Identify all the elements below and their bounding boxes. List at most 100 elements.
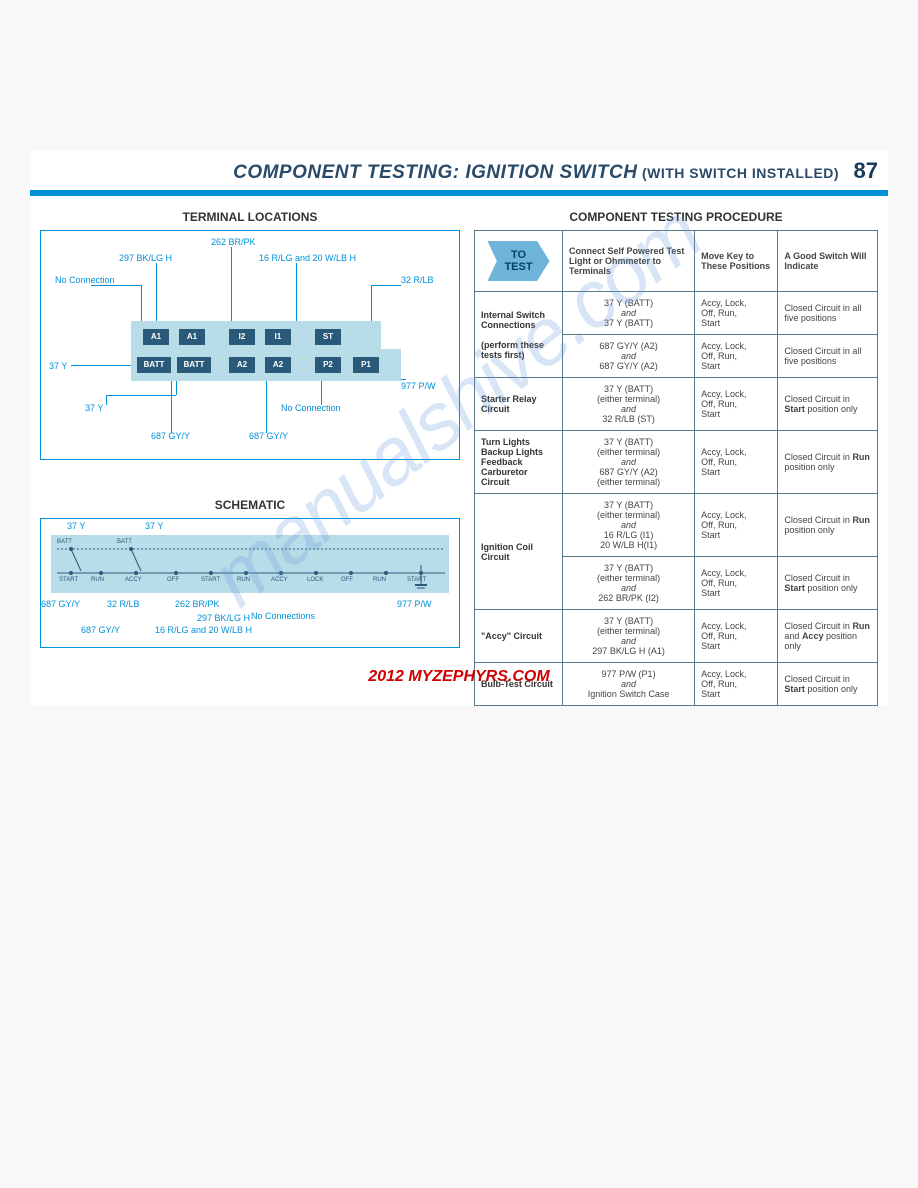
leader-line (371, 285, 372, 325)
leader-line (231, 247, 232, 325)
terminal-a2b: A2 (265, 357, 291, 373)
terminals-cell: 37 Y (BATT)(either terminal)and262 BR/PK… (563, 557, 695, 610)
connector-notch (381, 349, 401, 381)
test-name-cell: Turn Lights Backup Lights Feedback Carbu… (475, 431, 563, 494)
indicate-cell: Closed Circuit in Start position only (778, 378, 878, 431)
sch-37y-1: 37 Y (67, 521, 85, 531)
leader-line (296, 263, 297, 325)
procedure-heading: COMPONENT TESTING PROCEDURE (474, 210, 878, 224)
schematic-heading: SCHEMATIC (40, 498, 460, 512)
leader-line (91, 285, 141, 286)
terminals-cell: 37 Y (BATT)(either terminal)and297 BK/LG… (563, 610, 695, 663)
schematic-svg (51, 535, 449, 593)
chevron-icon: TOTEST (488, 241, 550, 281)
indicate-cell: Closed Circuit in Run position only (778, 431, 878, 494)
sch-297: 297 BK/LG H (197, 613, 250, 623)
positions-cell: Accy, Lock,Off, Run,Start (695, 610, 778, 663)
table-row: Starter Relay Circuit37 Y (BATT)(either … (475, 378, 878, 431)
terminal-a2a: A2 (229, 357, 255, 373)
test-name-cell: Ignition Coil Circuit (475, 494, 563, 610)
table-row: "Accy" Circuit37 Y (BATT)(either termina… (475, 610, 878, 663)
indicate-cell: Closed Circuit in Run position only (778, 494, 878, 557)
leader-line (321, 379, 322, 405)
procedure-table: TOTEST Connect Self Powered Test Light o… (474, 230, 878, 706)
test-name-cell: Internal Switch Connections(perform thes… (475, 292, 563, 378)
sch-32: 32 R/LB (107, 599, 140, 609)
leader-line (106, 395, 176, 396)
label-no-conn-right: No Connection (281, 403, 341, 413)
terminals-cell: 37 Y (BATT)(either terminal)and16 R/LG (… (563, 494, 695, 557)
left-column: TERMINAL LOCATIONS 262 BR/PK 297 BK/LG H… (40, 210, 460, 706)
sch-no-conn: No Connections (251, 611, 315, 621)
terminal-i1: I1 (265, 329, 291, 345)
terminal-diagram: 262 BR/PK 297 BK/LG H 16 R/LG and 20 W/L… (40, 230, 460, 460)
sch-687-1: 687 GY/Y (41, 599, 80, 609)
leader-line (171, 379, 172, 433)
table-header-row: TOTEST Connect Self Powered Test Light o… (475, 231, 878, 292)
leader-line (156, 263, 157, 325)
table-body: Internal Switch Connections(perform thes… (475, 292, 878, 706)
to-test-label: TOTEST (504, 249, 532, 273)
leader-line (106, 395, 107, 405)
terminals-cell: 37 Y (BATT)and37 Y (BATT) (563, 292, 695, 335)
sch-687-2: 687 GY/Y (81, 625, 120, 635)
to-test-header: TOTEST (475, 231, 563, 292)
schematic-strip: BATT BATT START RUN ACCY OFF START RUN A… (51, 535, 449, 593)
indicate-cell: Closed Circuit in Start position only (778, 557, 878, 610)
label-37y-2: 37 Y (85, 403, 103, 413)
label-297: 297 BK/LG H (119, 253, 172, 263)
terminal-batt1: BATT (137, 357, 171, 373)
leader-line (371, 285, 401, 286)
footer-brand: 2012 MYZEPHYRS.COM (30, 668, 888, 686)
schematic-diagram: 37 Y 37 Y BATT BATT START RUN ACCY OFF S… (40, 518, 460, 648)
positions-cell: Accy, Lock,Off, Run,Start (695, 431, 778, 494)
page-title-sub: (WITH SWITCH INSTALLED) (642, 165, 839, 181)
terminal-a1: A1 (143, 329, 169, 345)
positions-cell: Accy, Lock,Off, Run,Start (695, 378, 778, 431)
connector-body: A1 A1 I2 I1 ST BATT BATT A2 A2 P2 P1 (131, 321, 381, 381)
terminal-batt2: BATT (177, 357, 211, 373)
terminals-cell: 37 Y (BATT)(either terminal)and687 GY/Y … (563, 431, 695, 494)
positions-cell: Accy, Lock,Off, Run,Start (695, 335, 778, 378)
sch-37y-2: 37 Y (145, 521, 163, 531)
positions-cell: Accy, Lock,Off, Run,Start (695, 494, 778, 557)
leader-line (266, 379, 267, 433)
label-262: 262 BR/PK (211, 237, 256, 247)
sch-16: 16 R/LG and 20 W/LB H (155, 625, 252, 635)
leader-line (141, 285, 142, 325)
table-row: Turn Lights Backup Lights Feedback Carbu… (475, 431, 878, 494)
test-name-cell: "Accy" Circuit (475, 610, 563, 663)
sch-262: 262 BR/PK (175, 599, 220, 609)
col1-header: Connect Self Powered Test Light or Ohmme… (563, 231, 695, 292)
label-977: 977 P/W (401, 381, 436, 391)
label-687-2: 687 GY/Y (249, 431, 288, 441)
page-number: 87 (854, 158, 878, 183)
right-column: COMPONENT TESTING PROCEDURE TOTEST Conne… (474, 210, 878, 706)
terminals-cell: 37 Y (BATT)(either terminal)and32 R/LB (… (563, 378, 695, 431)
manual-page: COMPONENT TESTING: IGNITION SWITCH (WITH… (30, 150, 888, 706)
label-no-conn-left: No Connection (55, 275, 115, 285)
test-name-cell: Starter Relay Circuit (475, 378, 563, 431)
col3-header: A Good Switch Will Indicate (778, 231, 878, 292)
label-32: 32 R/LB (401, 275, 434, 285)
label-16: 16 R/LG and 20 W/LB H (259, 253, 356, 263)
positions-cell: Accy, Lock,Off, Run,Start (695, 557, 778, 610)
page-header: COMPONENT TESTING: IGNITION SWITCH (WITH… (30, 150, 888, 190)
table-row: Internal Switch Connections(perform thes… (475, 292, 878, 335)
page-title-main: COMPONENT TESTING: IGNITION SWITCH (233, 162, 637, 183)
indicate-cell: Closed Circuit in Run and Accy position … (778, 610, 878, 663)
table-row: Ignition Coil Circuit37 Y (BATT)(either … (475, 494, 878, 557)
label-37y-1: 37 Y (49, 361, 67, 371)
indicate-cell: Closed Circuit in all five positions (778, 292, 878, 335)
terminal-i2: I2 (229, 329, 255, 345)
content-columns: TERMINAL LOCATIONS 262 BR/PK 297 BK/LG H… (30, 210, 888, 706)
indicate-cell: Closed Circuit in all five positions (778, 335, 878, 378)
sch-977: 977 P/W (397, 599, 432, 609)
terminal-st: ST (315, 329, 341, 345)
header-rule (30, 190, 888, 196)
terminal-p1: P1 (353, 357, 379, 373)
terminal-p2: P2 (315, 357, 341, 373)
terminal-a1b: A1 (179, 329, 205, 345)
terminals-cell: 687 GY/Y (A2)and687 GY/Y (A2) (563, 335, 695, 378)
positions-cell: Accy, Lock,Off, Run,Start (695, 292, 778, 335)
